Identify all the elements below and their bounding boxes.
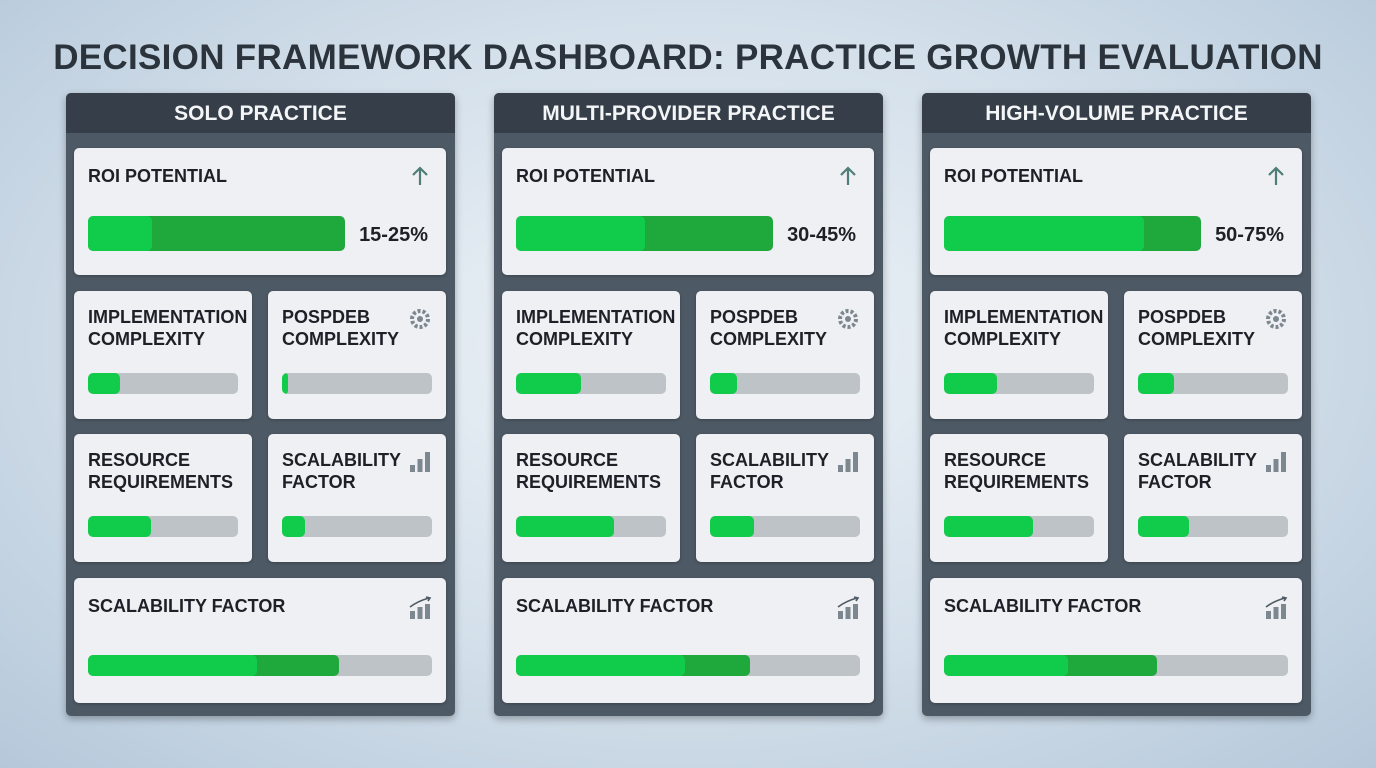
card-label: RESOURCE REQUIREMENTS bbox=[944, 450, 1090, 492]
roi-card: ROI POTENTIAL 50-75% bbox=[930, 148, 1302, 275]
scalability-factor-card: SCALABILITY FACTOR bbox=[74, 578, 446, 703]
bar-chart-icon bbox=[836, 450, 860, 474]
roi-card: ROI POTENTIAL 30-45% bbox=[502, 148, 874, 275]
roi-value: 50-75% bbox=[1215, 224, 1284, 246]
practice-panel: SOLO PRACTICE ROI POTENTIAL 15-25% IMPLE… bbox=[66, 93, 455, 716]
progress-fill bbox=[1138, 373, 1174, 394]
implementation-card: IMPLEMENTATION COMPLEXITY bbox=[502, 291, 680, 419]
posp-card: POSPDEB COMPLEXITY bbox=[1124, 291, 1302, 419]
card-label: ROI POTENTIAL bbox=[516, 166, 655, 186]
progress-fill bbox=[282, 373, 288, 394]
card-label: IMPLEMENTATION COMPLEXITY bbox=[88, 307, 248, 349]
resource-bar bbox=[88, 516, 238, 537]
card-label: SCALABILITY FACTOR bbox=[1138, 450, 1257, 492]
card-label: SCALABILITY FACTOR bbox=[516, 596, 714, 616]
practice-panel: HIGH-VOLUME PRACTICE ROI POTENTIAL 50-75… bbox=[922, 93, 1311, 716]
panel-title: SOLO PRACTICE bbox=[66, 93, 455, 133]
roi-value: 15-25% bbox=[359, 224, 428, 246]
arrow-up-icon bbox=[1264, 164, 1288, 188]
card-label: RESOURCE REQUIREMENTS bbox=[516, 450, 662, 492]
progress-fill bbox=[710, 516, 754, 537]
implementation-card: IMPLEMENTATION COMPLEXITY bbox=[74, 291, 252, 419]
practice-panel: MULTI-PROVIDER PRACTICE ROI POTENTIAL 30… bbox=[494, 93, 883, 716]
gear-icon bbox=[836, 307, 860, 331]
arrow-up-icon bbox=[836, 164, 860, 188]
resource-card: RESOURCE REQUIREMENTS bbox=[74, 434, 252, 562]
progress-fill bbox=[516, 373, 581, 394]
bar-chart-icon bbox=[1264, 450, 1288, 474]
progress-fill bbox=[516, 516, 614, 537]
card-label: ROI POTENTIAL bbox=[944, 166, 1083, 186]
implementation-bar bbox=[944, 373, 1094, 394]
scalability-factor-card: SCALABILITY FACTOR bbox=[930, 578, 1302, 703]
progress-fill bbox=[88, 216, 153, 251]
roi-bar bbox=[88, 216, 345, 251]
implementation-card: IMPLEMENTATION COMPLEXITY bbox=[930, 291, 1108, 419]
card-label: POSPDEB COMPLEXITY bbox=[1138, 307, 1256, 349]
card-label: RESOURCE REQUIREMENTS bbox=[88, 450, 234, 492]
trend-chart-icon bbox=[408, 596, 432, 620]
gear-icon bbox=[408, 307, 432, 331]
card-label: POSPDEB COMPLEXITY bbox=[282, 307, 400, 349]
card-label: SCALABILITY FACTOR bbox=[710, 450, 829, 492]
card-label: IMPLEMENTATION COMPLEXITY bbox=[516, 307, 676, 349]
progress-fill bbox=[88, 373, 120, 394]
resource-bar bbox=[516, 516, 666, 537]
scalability-factor-card: SCALABILITY FACTOR bbox=[502, 578, 874, 703]
progress-fill bbox=[516, 216, 645, 251]
resource-card: RESOURCE REQUIREMENTS bbox=[930, 434, 1108, 562]
card-label: SCALABILITY FACTOR bbox=[282, 450, 401, 492]
progress-fill bbox=[88, 655, 257, 676]
trend-chart-icon bbox=[836, 596, 860, 620]
implementation-bar bbox=[88, 373, 238, 394]
progress-fill bbox=[944, 655, 1068, 676]
progress-fill bbox=[944, 373, 997, 394]
card-label: IMPLEMENTATION COMPLEXITY bbox=[944, 307, 1104, 349]
panel-title: MULTI-PROVIDER PRACTICE bbox=[494, 93, 883, 133]
posp-bar bbox=[282, 373, 432, 394]
scal-small-card: SCALABILITY FACTOR bbox=[1124, 434, 1302, 562]
posp-bar bbox=[710, 373, 860, 394]
card-label: POSPDEB COMPLEXITY bbox=[710, 307, 828, 349]
progress-fill bbox=[944, 216, 1145, 251]
progress-fill bbox=[710, 373, 737, 394]
progress-fill bbox=[516, 655, 685, 676]
posp-card: POSPDEB COMPLEXITY bbox=[696, 291, 874, 419]
card-label: ROI POTENTIAL bbox=[88, 166, 227, 186]
progress-fill bbox=[944, 516, 1033, 537]
card-label: SCALABILITY FACTOR bbox=[944, 596, 1142, 616]
bar-chart-icon bbox=[408, 450, 432, 474]
posp-card: POSPDEB COMPLEXITY bbox=[268, 291, 446, 419]
roi-card: ROI POTENTIAL 15-25% bbox=[74, 148, 446, 275]
roi-value: 30-45% bbox=[787, 224, 856, 246]
scal-small-card: SCALABILITY FACTOR bbox=[696, 434, 874, 562]
roi-bar bbox=[516, 216, 773, 251]
arrow-up-icon bbox=[408, 164, 432, 188]
scalability-bar bbox=[88, 655, 432, 676]
resource-card: RESOURCE REQUIREMENTS bbox=[502, 434, 680, 562]
posp-bar bbox=[1138, 373, 1288, 394]
progress-fill bbox=[1138, 516, 1189, 537]
scal-small-card: SCALABILITY FACTOR bbox=[268, 434, 446, 562]
scal-small-bar bbox=[710, 516, 860, 537]
page-title: DECISION FRAMEWORK DASHBOARD: PRACTICE G… bbox=[53, 38, 1323, 77]
scal-small-bar bbox=[1138, 516, 1288, 537]
scalability-bar bbox=[944, 655, 1288, 676]
card-label: SCALABILITY FACTOR bbox=[88, 596, 286, 616]
progress-fill bbox=[282, 516, 305, 537]
progress-fill bbox=[88, 516, 151, 537]
panel-title: HIGH-VOLUME PRACTICE bbox=[922, 93, 1311, 133]
scal-small-bar bbox=[282, 516, 432, 537]
gear-icon bbox=[1264, 307, 1288, 331]
implementation-bar bbox=[516, 373, 666, 394]
scalability-bar bbox=[516, 655, 860, 676]
trend-chart-icon bbox=[1264, 596, 1288, 620]
resource-bar bbox=[944, 516, 1094, 537]
roi-bar bbox=[944, 216, 1201, 251]
